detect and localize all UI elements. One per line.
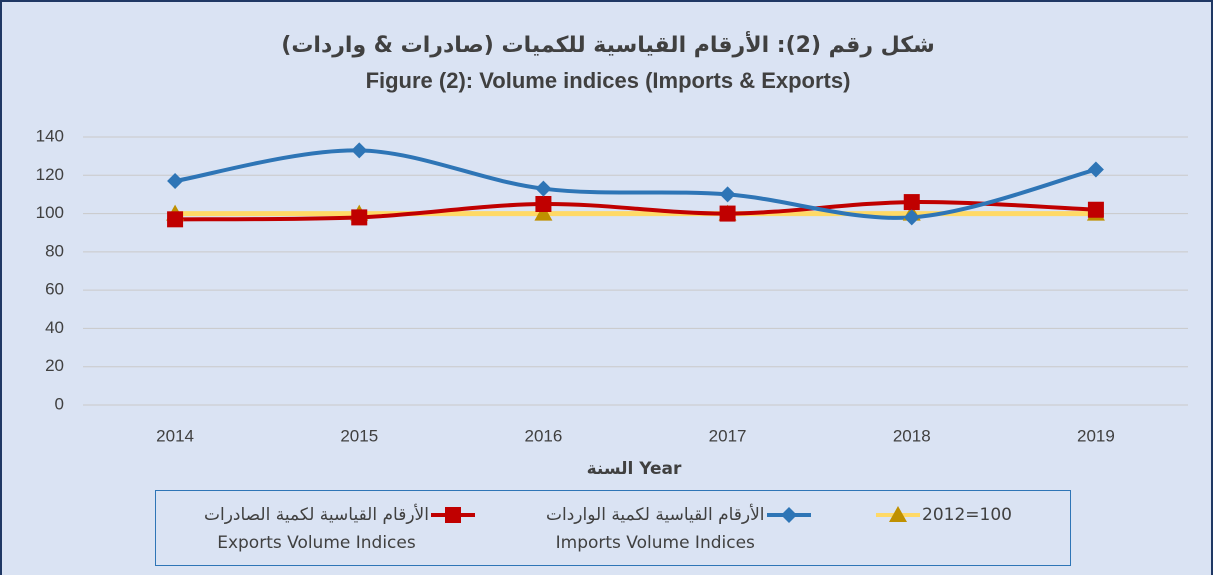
y-tick-label: 60 <box>45 280 64 299</box>
marker <box>1087 201 1104 218</box>
legend-label: 2012=100 <box>922 505 1012 525</box>
y-tick-label: 0 <box>55 394 64 413</box>
legend-entry: 2012=100 <box>874 501 1012 529</box>
y-tick-label: 20 <box>45 356 64 375</box>
marker <box>351 209 368 226</box>
marker <box>535 196 552 212</box>
x-tick-label: 2019 <box>1077 426 1115 445</box>
y-tick-label: 140 <box>36 126 64 145</box>
x-tick-label: 2017 <box>709 426 747 445</box>
series-line <box>175 200 1097 222</box>
legend-label: الأرقام القياسية لكمية الواردات Imports … <box>546 505 765 553</box>
legend-swatch <box>430 507 475 523</box>
marker <box>167 173 184 190</box>
legend-label: الأرقام القياسية لكمية الصادرات Exports … <box>204 505 429 553</box>
legend-entry: الأرقام القياسية لكمية الواردات Imports … <box>546 501 813 557</box>
marker <box>780 507 797 523</box>
x-tick-label: 2015 <box>340 426 378 445</box>
y-tick-label: 100 <box>36 203 64 222</box>
marker <box>903 194 920 211</box>
legend-entry: الأرقام القياسية لكمية الصادرات Exports … <box>204 501 477 557</box>
x-tick-label: 2016 <box>525 426 563 445</box>
x-tick-label: 2014 <box>156 426 194 445</box>
x-tick-label: 2018 <box>893 426 931 445</box>
series-line <box>174 148 1097 220</box>
chart-title: شكل رقم (2): الأرقام القياسية للكميات (ص… <box>281 30 934 58</box>
marker <box>1087 161 1104 178</box>
marker <box>719 186 736 203</box>
marker <box>903 209 920 226</box>
marker <box>444 507 461 523</box>
marker <box>534 204 553 221</box>
chart-subtitle: Figure (2): Volume indices (Imports & Ex… <box>366 68 851 93</box>
y-tick-label: 80 <box>45 241 64 260</box>
marker <box>167 211 184 228</box>
marker <box>351 142 368 159</box>
y-tick-label: 40 <box>45 318 64 337</box>
legend-swatch <box>876 506 920 522</box>
legend: الأرقام القياسية لكمية الصادرات Exports … <box>155 490 1071 566</box>
x-axis-label: السنة Year <box>587 459 682 479</box>
y-tick-label: 120 <box>36 165 64 184</box>
marker <box>889 506 907 522</box>
marker <box>719 205 736 222</box>
legend-swatch <box>766 507 811 523</box>
marker <box>535 180 552 197</box>
